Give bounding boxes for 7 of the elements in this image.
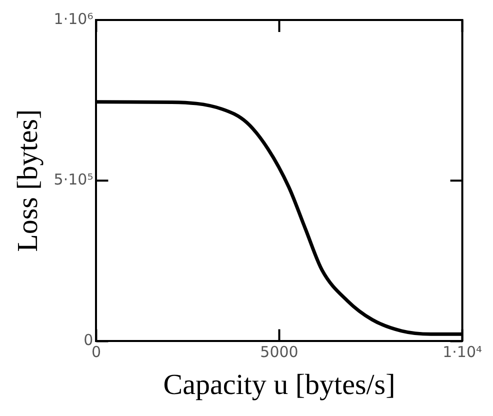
y-tick-label: 1·10⁶ [54, 10, 94, 28]
x-tick-label: 5000 [260, 343, 298, 362]
x-tick-label: 1·10⁴ [442, 343, 482, 362]
y-tick-label: 5·10⁵ [54, 170, 94, 188]
y-tick-label: 0 [84, 331, 94, 350]
x-axis-title: Capacity u [bytes/s] [163, 369, 396, 402]
y-axis-title: Loss [bytes] [12, 109, 44, 252]
